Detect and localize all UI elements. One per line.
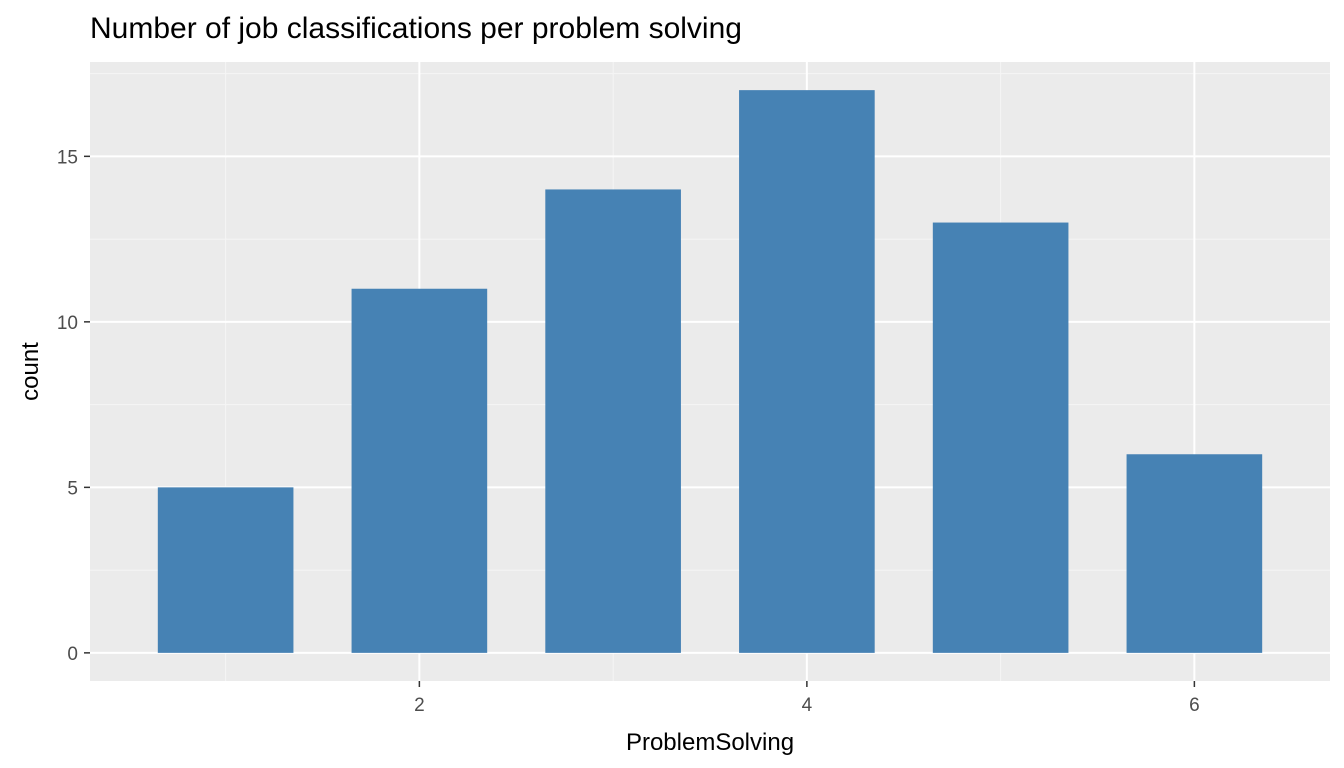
bar <box>545 189 681 653</box>
chart-title: Number of job classifications per proble… <box>90 12 742 45</box>
x-tick-label: 4 <box>802 695 813 716</box>
bar <box>351 288 488 653</box>
x-tick-label: 2 <box>414 695 425 716</box>
x-axis: 2 4 6 <box>414 681 1200 716</box>
y-tick-label: 0 <box>67 644 78 665</box>
y-tick-label: 15 <box>57 147 78 168</box>
bar <box>1126 454 1263 653</box>
bar <box>932 222 1069 653</box>
y-axis: 0 5 10 15 <box>57 147 90 665</box>
y-axis-title: count <box>17 342 44 401</box>
plot-panel <box>90 62 1330 681</box>
bar <box>157 487 294 653</box>
y-tick-label: 5 <box>67 478 78 499</box>
bars <box>157 90 1263 653</box>
x-tick-label: 6 <box>1189 695 1200 716</box>
bar <box>739 90 875 653</box>
y-tick-label: 10 <box>57 313 78 334</box>
x-axis-title: ProblemSolving <box>626 729 794 756</box>
